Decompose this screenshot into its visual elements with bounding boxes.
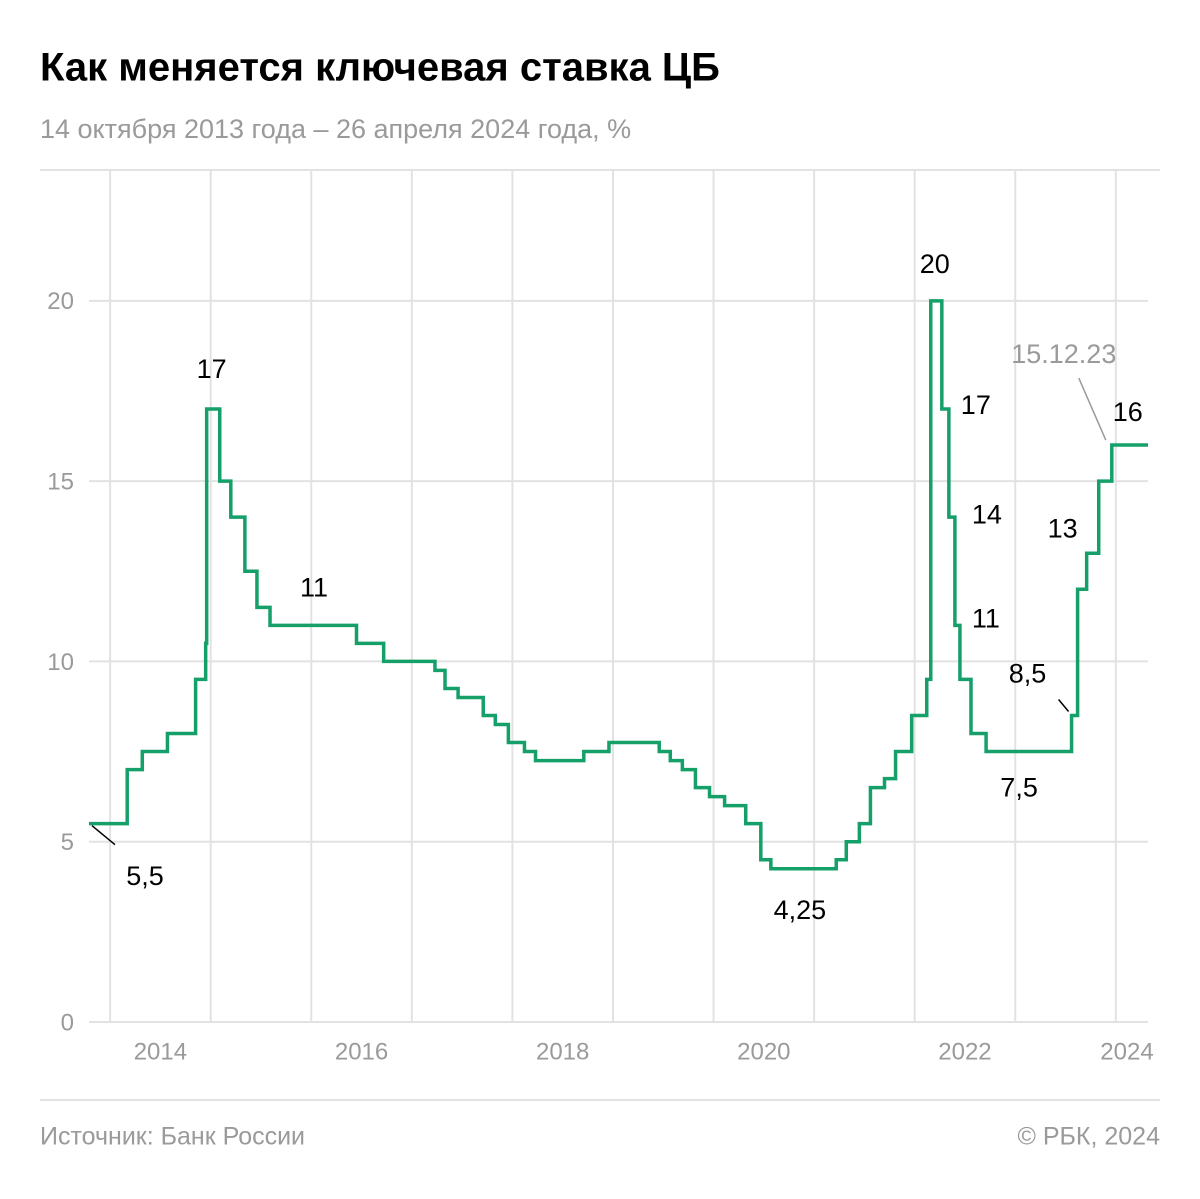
- value-label: 13: [1048, 513, 1078, 543]
- value-label: 14: [972, 499, 1002, 529]
- value-label: 20: [920, 249, 950, 279]
- source: Источник: Банк России: [40, 1123, 305, 1151]
- label-leader: [1057, 699, 1070, 712]
- value-label: 4,25: [774, 895, 827, 925]
- annotation-leader: [1078, 377, 1107, 441]
- label-leader: [91, 825, 116, 846]
- value-label: 11: [300, 572, 328, 602]
- value-label: 7,5: [1000, 773, 1038, 803]
- annotation: 15.12.23: [1011, 339, 1116, 369]
- value-label: 17: [961, 390, 991, 420]
- x-tick-label: 2016: [335, 1038, 388, 1065]
- value-label: 5,5: [126, 861, 164, 891]
- y-tick-label: 20: [47, 288, 74, 315]
- x-tick-label: 2024: [1100, 1038, 1153, 1065]
- x-tick-label: 2020: [737, 1038, 790, 1065]
- rate-line: [89, 299, 1148, 871]
- value-label: 16: [1113, 397, 1143, 427]
- chart-title: Как меняется ключевая ставка ЦБ: [40, 46, 720, 90]
- x-tick-label: 2022: [938, 1038, 991, 1065]
- value-label: 8,5: [1009, 659, 1047, 689]
- x-tick-label: 2014: [134, 1038, 187, 1065]
- y-tick-label: 0: [61, 1009, 74, 1036]
- y-tick-label: 15: [47, 468, 74, 495]
- chart-subtitle: 14 октября 2013 года – 26 апреля 2024 го…: [40, 114, 631, 144]
- value-label: 17: [197, 354, 227, 384]
- value-label: 11: [972, 603, 1000, 633]
- y-tick-label: 5: [61, 829, 74, 856]
- y-tick-label: 10: [47, 649, 74, 676]
- x-tick-label: 2018: [536, 1038, 589, 1065]
- copyright: © РБК, 2024: [1017, 1123, 1160, 1151]
